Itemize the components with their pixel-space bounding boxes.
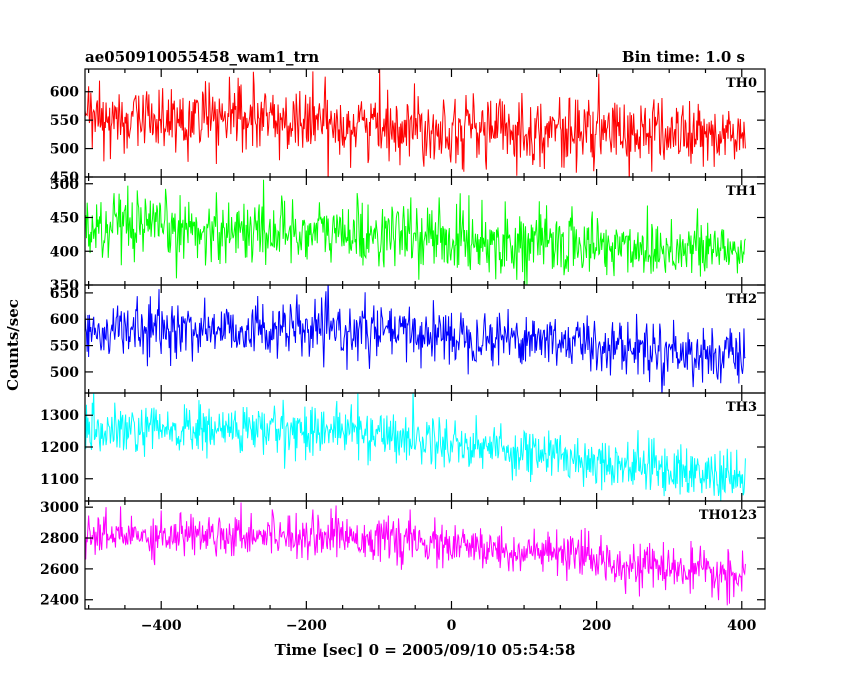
y-tick-label: 450	[50, 170, 79, 186]
y-tick-label: 650	[50, 286, 79, 302]
series-line-th0123	[85, 502, 746, 606]
y-tick-label: 1300	[40, 408, 79, 424]
y-tick-label: 450	[50, 211, 79, 227]
y-tick-label: 1200	[40, 440, 79, 456]
chart-title: ae050910055458_wam1_trn	[85, 48, 319, 66]
x-tick-labels: −400 −200 0 200 400	[141, 618, 757, 634]
x-tick-label: −400	[141, 618, 182, 634]
series-line-th3	[85, 393, 746, 501]
x-axis-label: Time [sec] 0 = 2005/09/10 05:54:58	[275, 641, 576, 659]
y-tick-label: 400	[50, 244, 79, 260]
y-tick-label: 500	[50, 177, 79, 193]
series-label-th2: TH2	[726, 292, 757, 307]
y-tick-label: 2800	[40, 531, 79, 547]
y-tick-label: 1100	[40, 472, 79, 488]
series-line-th2	[85, 285, 746, 393]
y-axis-label: Counts/sec	[4, 299, 22, 391]
y-tick-label: 2400	[40, 593, 79, 609]
series-label-th3: TH3	[726, 400, 757, 415]
y-tick-label: 600	[50, 312, 79, 328]
x-tick-label: 0	[447, 618, 457, 634]
y-tick-label: 2600	[40, 562, 79, 578]
series-label-th1: TH1	[726, 184, 757, 199]
y-tick-label: 3000	[40, 500, 79, 516]
panel-th3: 1100 1200 1300 TH3	[40, 392, 766, 502]
bin-time-label: Bin time: 1.0 s	[622, 48, 745, 66]
panel-th0: 450 500 550 600 TH0	[50, 68, 766, 186]
x-tick-label: 200	[582, 618, 611, 634]
y-tick-label: 500	[50, 142, 79, 158]
y-tick-label: 500	[50, 365, 79, 381]
y-tick-label: 350	[50, 278, 79, 294]
y-tick-label: 600	[50, 85, 79, 101]
panel-th0123: 2400 2600 2800 3000 TH0123	[40, 500, 766, 610]
panel-th1: 350 400 450 500 TH1	[50, 176, 766, 294]
panel-frame	[84, 500, 766, 610]
series-label-th0: TH0	[726, 76, 757, 91]
y-tick-label: 550	[50, 113, 79, 129]
x-tick-label: 400	[727, 618, 756, 634]
panel-th2: 500 550 600 650 TH2	[50, 284, 766, 394]
series-line-th0	[85, 69, 746, 177]
series-line-th1	[85, 179, 746, 285]
series-label-th0123: TH0123	[699, 508, 757, 523]
y-tick-label: 550	[50, 339, 79, 355]
x-tick-label: −200	[286, 618, 327, 634]
